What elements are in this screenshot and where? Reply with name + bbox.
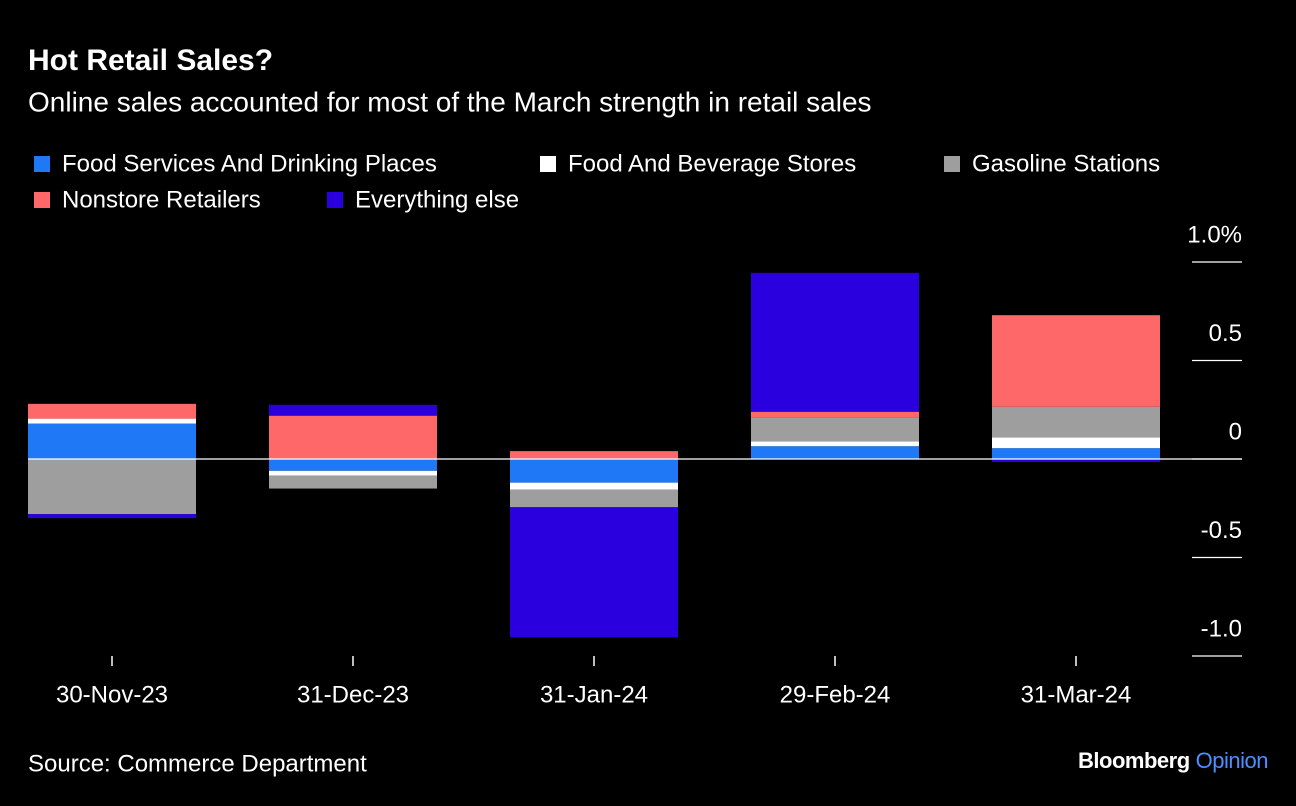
bar-segment xyxy=(992,448,1160,459)
bar-segment xyxy=(751,441,919,447)
bar-segment xyxy=(751,417,919,442)
legend-swatch xyxy=(34,192,50,208)
bar-segment xyxy=(28,423,196,459)
bar-segment xyxy=(510,451,678,459)
bar-segment xyxy=(510,489,678,508)
x-tick-label: 31-Jan-24 xyxy=(540,681,648,708)
legend-label: Everything else xyxy=(355,186,519,213)
bar-segment xyxy=(510,459,678,483)
source: Source: Commerce Department xyxy=(28,750,367,777)
y-tick-label: 0.5 xyxy=(1209,320,1242,347)
bar-segment xyxy=(28,459,196,515)
legend-label: Nonstore Retailers xyxy=(62,186,261,213)
y-tick-label: -0.5 xyxy=(1201,517,1242,544)
y-tick-label: -1.0 xyxy=(1201,615,1242,642)
bar-segment xyxy=(269,470,437,476)
bar-segment xyxy=(992,315,1160,407)
bar-segment xyxy=(992,406,1160,438)
y-tick-label: 1.0% xyxy=(1187,221,1242,248)
legend-swatch xyxy=(944,156,960,172)
bar-segment xyxy=(992,437,1160,449)
x-tick-label: 29-Feb-24 xyxy=(780,681,891,708)
x-tick-label: 30-Nov-23 xyxy=(56,681,168,708)
bar-segment xyxy=(751,411,919,418)
bar-segment xyxy=(269,404,437,416)
bar-segment xyxy=(28,514,196,519)
legend-swatch xyxy=(327,192,343,208)
chart-subtitle: Online sales accounted for most of the M… xyxy=(28,86,872,117)
logo-name: Bloomberg xyxy=(1078,748,1190,773)
legend-swatch xyxy=(540,156,556,172)
bar-segment xyxy=(269,459,437,471)
bar-segment xyxy=(510,482,678,490)
x-tick-label: 31-Mar-24 xyxy=(1021,681,1132,708)
bar-segment xyxy=(992,459,1160,462)
chart-title: Hot Retail Sales? xyxy=(28,44,273,77)
bar-segment xyxy=(269,415,437,459)
x-tick-label: 31-Dec-23 xyxy=(297,681,409,708)
y-tick-label: 0 xyxy=(1229,418,1242,445)
bar-segment xyxy=(28,403,196,419)
legend-swatch xyxy=(34,156,50,172)
legend-label: Food Services And Drinking Places xyxy=(62,150,437,177)
logo-suffix: Opinion xyxy=(1196,748,1268,773)
bar-segment xyxy=(751,446,919,459)
bar-segment xyxy=(510,507,678,638)
bar-segment xyxy=(269,475,437,489)
logo: Bloomberg Opinion xyxy=(1078,748,1268,773)
legend-label: Food And Beverage Stores xyxy=(568,150,856,177)
bar-segment xyxy=(28,418,196,424)
legend-label: Gasoline Stations xyxy=(972,150,1160,177)
bar-segment xyxy=(751,272,919,412)
